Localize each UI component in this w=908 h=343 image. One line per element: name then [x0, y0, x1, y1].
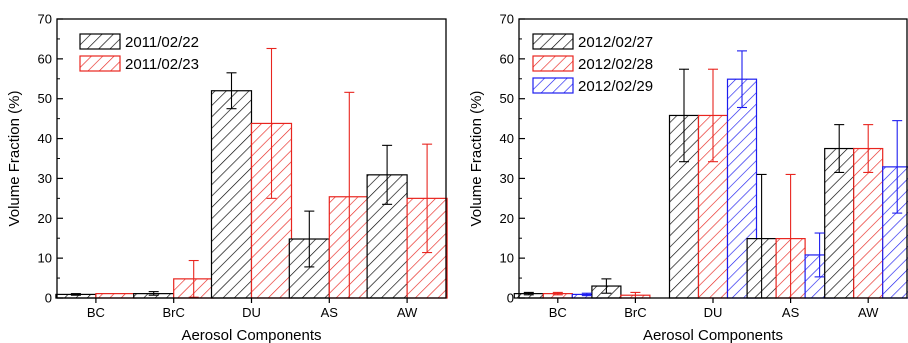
bar-aw-series-2	[882, 166, 908, 299]
legend-swatch	[532, 33, 574, 50]
legend-label: 2011/02/23	[125, 56, 199, 73]
error-bar-as-series-0	[304, 210, 315, 268]
x-tick-label-as: AS	[321, 305, 339, 320]
error-bar-aw-series-0	[382, 144, 393, 205]
x-tick-label-as: AS	[782, 305, 800, 320]
error-bar-du-series-0	[679, 68, 689, 163]
error-bar-bc-series-0	[523, 291, 534, 296]
bars-group	[55, 90, 448, 299]
bar-bc-series-1	[95, 293, 137, 299]
y-tick-label: 60	[500, 51, 514, 66]
legend-entry-2: 2012/02/29	[532, 77, 653, 95]
y-tick-label: 50	[38, 91, 52, 106]
x-axis-ticks: BC BrC DU AS AW	[549, 298, 879, 320]
y-tick-label: 40	[38, 131, 52, 146]
bars-group	[513, 78, 908, 299]
x-axis-title: Aerosol Components	[181, 327, 321, 343]
y-axis-title: Volume Fraction (%)	[468, 91, 485, 227]
y-axis-ticks: 0 10 20 30 40 50 60 70	[500, 12, 525, 306]
error-bar-brc-series-0	[148, 291, 159, 296]
legend-entry-0: 2011/02/22	[79, 33, 199, 51]
error-bar-bc-series-2	[581, 292, 592, 297]
error-bar-bc-series-1	[552, 291, 563, 296]
legend-swatch	[532, 55, 574, 72]
legend-label: 2012/02/28	[578, 56, 653, 73]
y-axis-ticks: 0 10 20 30 40 50 60 70	[38, 12, 63, 306]
error-bar-du-series-1	[266, 47, 277, 199]
y-tick-label: 50	[500, 91, 514, 106]
error-bar-aw-series-2	[892, 120, 903, 214]
y-tick-label: 40	[500, 131, 514, 146]
y-tick-label: 0	[507, 291, 514, 306]
error-bar-as-series-2	[814, 232, 825, 278]
x-tick-label-bc: BC	[87, 305, 105, 320]
y-tick-label: 60	[38, 51, 52, 66]
y-tick-label: 20	[38, 211, 52, 226]
y-tick-label: 70	[38, 12, 52, 27]
x-tick-label-bc: BC	[549, 305, 567, 320]
x-tick-label-aw: AW	[397, 305, 418, 320]
x-axis-ticks: BC BrC DU AS AW	[87, 298, 418, 320]
legend-swatch	[532, 77, 574, 94]
error-bar-bc-series-0	[70, 293, 81, 296]
chart-panel-2011: 0 10 20 30 40 50 60 70 BC BrC DU AS AW Aerosol Comp…	[6, 12, 448, 343]
legend-entry-0: 2012/02/27	[532, 33, 653, 51]
legend-label: 2011/02/22	[125, 34, 199, 51]
chart-panel-2012: 0 10 20 30 40 50 60 70 BC BrC DU AS AW Aerosol Comp…	[468, 12, 908, 343]
y-tick-label: 70	[500, 12, 514, 27]
y-axis-title: Volume Fraction (%)	[6, 91, 23, 227]
y-tick-label: 10	[500, 251, 514, 266]
error-bar-aw-series-0	[834, 124, 845, 173]
legend-swatch	[79, 33, 121, 50]
legend-entry-1: 2011/02/23	[79, 55, 199, 73]
error-bar-aw-series-1	[863, 124, 874, 173]
legend-label: 2012/02/27	[578, 34, 653, 51]
y-tick-label: 20	[500, 211, 514, 226]
legend: 2011/02/22 2011/02/23	[79, 33, 199, 73]
error-bars-group	[70, 47, 433, 299]
x-tick-label-brc: BrC	[163, 305, 185, 320]
legend-swatch	[79, 55, 121, 72]
error-bar-du-series-0	[226, 72, 237, 110]
x-axis-title: Aerosol Components	[643, 327, 783, 343]
legend: 2012/02/27 2012/02/28 2012/02/29	[532, 33, 653, 95]
y-tick-label: 30	[38, 171, 52, 186]
legend-label: 2012/02/29	[578, 78, 653, 95]
error-bar-brc-series-0	[601, 278, 612, 294]
x-tick-label-du: DU	[704, 305, 723, 320]
x-tick-label-brc: BrC	[624, 305, 646, 320]
y-tick-label: 0	[45, 291, 52, 306]
x-tick-label-aw: AW	[858, 305, 879, 320]
y-tick-label: 10	[38, 251, 52, 266]
error-bar-brc-series-1	[188, 259, 199, 298]
x-tick-label-du: DU	[242, 305, 261, 320]
y-tick-label: 30	[500, 171, 514, 186]
error-bar-aw-series-1	[422, 143, 433, 254]
legend-entry-1: 2012/02/28	[532, 55, 653, 73]
error-bar-du-series-1	[708, 68, 718, 163]
bar-du-series-0	[210, 90, 253, 299]
error-bar-du-series-2	[737, 50, 747, 109]
